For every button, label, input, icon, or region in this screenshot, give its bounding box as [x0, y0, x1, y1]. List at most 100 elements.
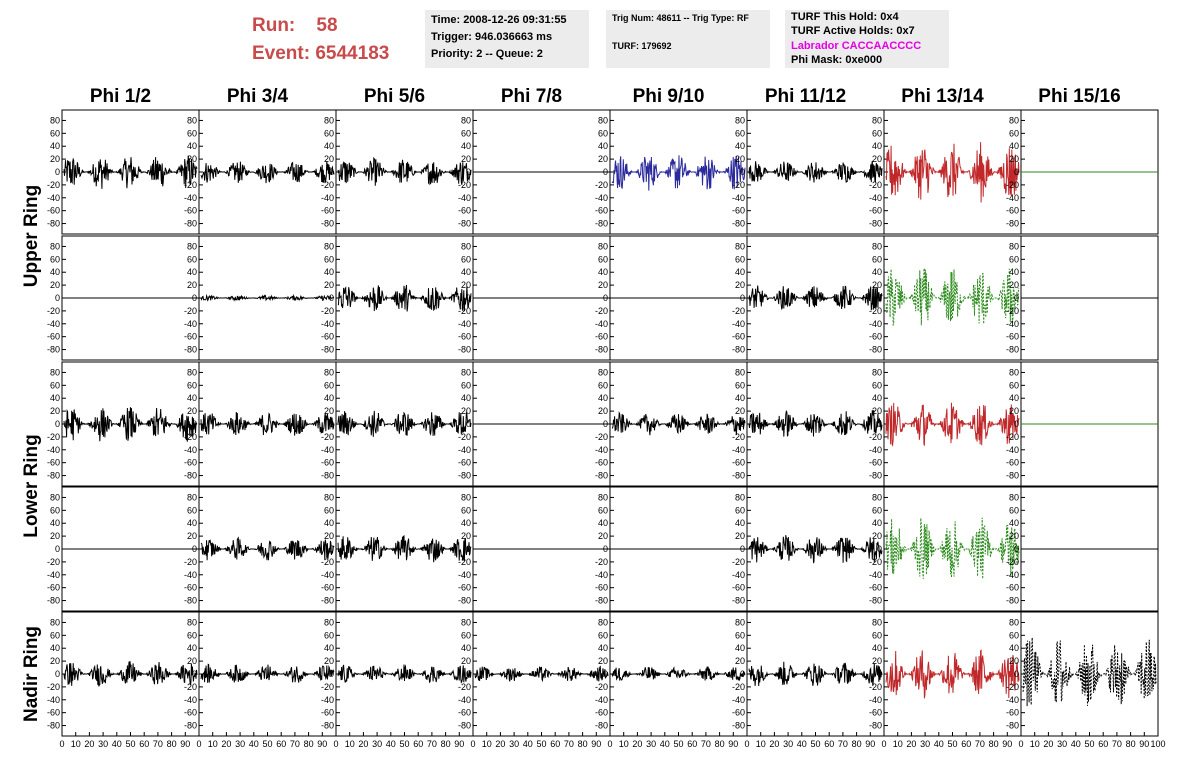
- y-tick-label: -40: [184, 445, 197, 455]
- x-tick-label: 80: [1126, 739, 1136, 749]
- y-tick-label: 80: [1009, 115, 1019, 125]
- waveform-trace: [748, 409, 883, 437]
- y-tick-label: -60: [732, 332, 745, 342]
- y-tick-label: -80: [595, 721, 608, 731]
- y-tick-label: -40: [732, 695, 745, 705]
- y-tick-label: 0: [603, 419, 608, 429]
- y-tick-label: 40: [872, 141, 882, 151]
- y-tick-label: 0: [55, 419, 60, 429]
- x-tick-label: 0: [607, 739, 612, 749]
- y-tick-label: 40: [324, 267, 334, 277]
- x-tick-label: 80: [852, 739, 862, 749]
- y-tick-label: 60: [461, 380, 471, 390]
- y-tick-label: 80: [598, 492, 608, 502]
- y-tick-label: -40: [184, 570, 197, 580]
- x-tick-label: 10: [1030, 739, 1040, 749]
- waveform-trace: [200, 663, 335, 683]
- y-tick-label: 0: [1014, 419, 1019, 429]
- y-tick-label: -80: [184, 219, 197, 229]
- y-tick-label: -20: [184, 432, 197, 442]
- y-tick-label: 80: [1009, 492, 1019, 502]
- y-tick-label: 20: [872, 406, 882, 416]
- y-tick-label: 60: [50, 128, 60, 138]
- y-tick-label: 0: [329, 293, 334, 303]
- y-tick-label: -40: [1006, 695, 1019, 705]
- y-tick-label: -20: [1006, 306, 1019, 316]
- y-tick-label: -20: [47, 557, 60, 567]
- y-tick-label: -60: [732, 206, 745, 216]
- waveform-trace: [200, 161, 335, 184]
- y-tick-label: -40: [595, 319, 608, 329]
- y-tick-label: 40: [461, 141, 471, 151]
- x-tick-label: 10: [208, 739, 218, 749]
- x-tick-label: 10: [893, 739, 903, 749]
- y-tick-label: 20: [187, 154, 197, 164]
- y-tick-label: 60: [50, 380, 60, 390]
- y-tick-label: 0: [877, 167, 882, 177]
- waveform-trace: [611, 155, 746, 191]
- y-tick-label: 80: [735, 241, 745, 251]
- y-tick-label: 20: [187, 406, 197, 416]
- y-tick-label: 20: [461, 406, 471, 416]
- y-tick-label: -20: [1006, 682, 1019, 692]
- y-tick-label: 40: [324, 643, 334, 653]
- priority-text: Priority: 2 -- Queue: 2: [431, 48, 543, 60]
- y-tick-label: 0: [877, 544, 882, 554]
- y-tick-label: 80: [324, 115, 334, 125]
- y-tick-label: 80: [461, 617, 471, 627]
- y-tick-label: 80: [735, 367, 745, 377]
- y-tick-label: 80: [324, 617, 334, 627]
- y-tick-label: 40: [598, 267, 608, 277]
- waveform-trace: [885, 649, 1020, 699]
- waveform-trace: [748, 160, 883, 184]
- x-tick-label: 40: [797, 739, 807, 749]
- y-tick-label: -60: [184, 583, 197, 593]
- y-tick-label: 60: [1009, 505, 1019, 515]
- phi-mask-text: Phi Mask: 0xe000: [791, 54, 883, 66]
- y-tick-label: -80: [321, 345, 334, 355]
- y-tick-label: 20: [735, 406, 745, 416]
- y-tick-label: -80: [47, 219, 60, 229]
- y-tick-label: -20: [184, 557, 197, 567]
- turf-info-box: TURF This Hold: 0x4 TURF Active Holds: 0…: [785, 10, 949, 68]
- x-tick-label: 50: [536, 739, 546, 749]
- trig-num-text: Trig Num: 48611 -- Trig Type: RF: [612, 13, 749, 23]
- y-tick-label: 0: [603, 669, 608, 679]
- y-tick-label: 40: [872, 393, 882, 403]
- y-tick-label: -80: [184, 721, 197, 731]
- y-tick-label: 60: [598, 630, 608, 640]
- y-tick-label: 0: [1014, 669, 1019, 679]
- y-tick-label: 60: [735, 380, 745, 390]
- y-tick-label: 20: [872, 531, 882, 541]
- waveform-trace: [885, 517, 1020, 579]
- x-tick-label: 50: [125, 739, 135, 749]
- y-tick-label: 20: [872, 280, 882, 290]
- y-tick-label: -80: [458, 596, 471, 606]
- x-tick-label: 50: [673, 739, 683, 749]
- y-tick-label: -40: [869, 695, 882, 705]
- y-tick-label: 60: [324, 254, 334, 264]
- y-tick-label: -60: [1006, 583, 1019, 593]
- y-tick-label: 40: [187, 518, 197, 528]
- y-tick-label: -20: [458, 682, 471, 692]
- x-tick-label: 90: [865, 739, 875, 749]
- y-tick-label: -40: [595, 445, 608, 455]
- y-tick-label: -80: [321, 596, 334, 606]
- y-tick-label: -20: [869, 180, 882, 190]
- y-tick-label: 0: [329, 669, 334, 679]
- y-tick-label: 60: [1009, 380, 1019, 390]
- y-tick-label: -60: [869, 458, 882, 468]
- y-tick-label: -40: [1006, 445, 1019, 455]
- column-header-phi-1-2: Phi 1/2: [89, 86, 152, 107]
- y-tick-label: 40: [187, 643, 197, 653]
- y-tick-label: 0: [466, 419, 471, 429]
- y-tick-label: -80: [458, 471, 471, 481]
- y-tick-label: 80: [187, 241, 197, 251]
- column-header-phi-11-12: Phi 11/12: [764, 86, 847, 107]
- x-tick-label: 40: [112, 739, 122, 749]
- x-tick-label: 70: [564, 739, 574, 749]
- x-tick-label: 60: [550, 739, 560, 749]
- y-tick-label: 20: [735, 280, 745, 290]
- y-tick-label: -20: [47, 180, 60, 190]
- y-tick-label: 60: [324, 630, 334, 640]
